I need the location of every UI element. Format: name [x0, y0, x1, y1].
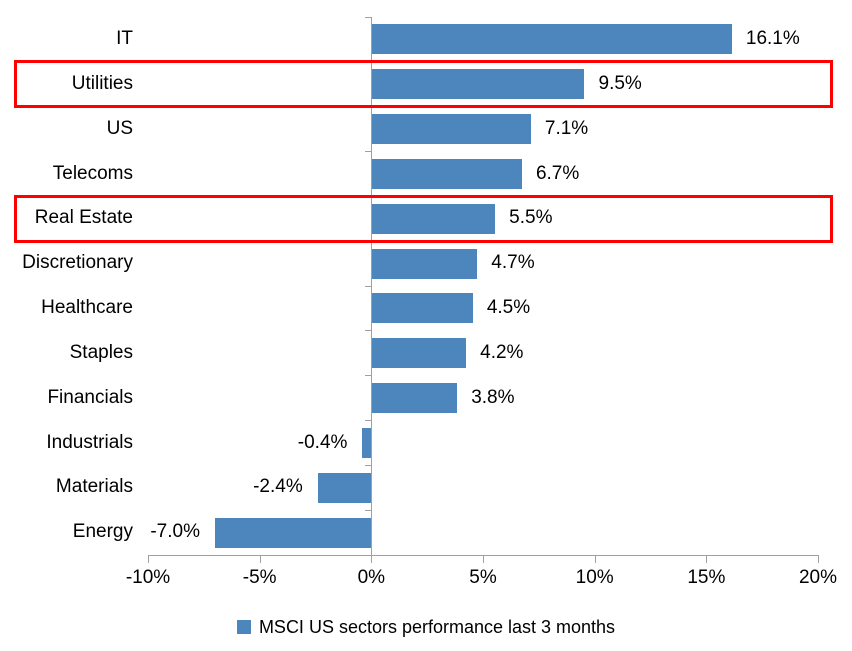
- legend: MSCI US sectors performance last 3 month…: [0, 611, 852, 643]
- bar: [372, 338, 467, 369]
- bar-value-label: -7.0%: [150, 521, 200, 543]
- chart-row: Discretionary 4.7%: [0, 241, 852, 286]
- highlight-box: [14, 60, 833, 109]
- bar-value-label: -2.4%: [253, 476, 303, 498]
- bar: [372, 114, 531, 145]
- legend-swatch-icon: [236, 620, 251, 634]
- chart-row: Telecoms 6.7%: [0, 152, 852, 197]
- bar-value-label: 4.7%: [491, 252, 535, 274]
- bar: [372, 203, 496, 234]
- value-axis-tick-label: -10%: [125, 567, 171, 588]
- bar-value-label: 16.1%: [745, 28, 800, 49]
- bar-value-label: 7.1%: [544, 117, 589, 139]
- category-label: Financials: [47, 386, 133, 408]
- category-label: Materials: [55, 476, 133, 498]
- category-axis-line: [371, 17, 373, 555]
- bar-value-label: 4.5%: [486, 297, 531, 318]
- category-label: Healthcare: [41, 297, 133, 318]
- value-axis-tick: [371, 555, 373, 563]
- chart-row: Energy -7.0%: [0, 510, 852, 555]
- chart-row: Healthcare 4.5%: [0, 286, 852, 331]
- bar: [372, 293, 473, 324]
- highlight-box: [14, 194, 833, 243]
- category-axis-tick: [365, 330, 372, 332]
- value-axis-tick-label: 0%: [357, 567, 386, 588]
- category-axis-tick: [365, 151, 372, 152]
- bar-value-label: -0.4%: [297, 431, 348, 453]
- chart-row: Staples 4.2%: [0, 331, 852, 376]
- category-axis-tick: [365, 375, 372, 377]
- category-label: Discretionary: [22, 252, 133, 274]
- bar: [362, 427, 372, 458]
- bar: [372, 383, 458, 414]
- bar: [372, 24, 732, 55]
- category-label: Real Estate: [34, 207, 133, 229]
- bar: [372, 69, 585, 100]
- chart-row: Financials 3.8%: [0, 376, 852, 421]
- category-label: US: [106, 117, 133, 139]
- bar-value-label: 4.2%: [480, 341, 524, 363]
- bar-value-label: 5.5%: [509, 207, 553, 229]
- category-axis-tick: [365, 285, 372, 287]
- value-axis-tick-label: 10%: [575, 567, 614, 588]
- value-axis-tick-label: 5%: [469, 567, 497, 588]
- chart-row: Real Estate 5.5%: [0, 196, 852, 241]
- chart-row: Utilities 9.5%: [0, 62, 852, 107]
- category-label: Telecoms: [52, 162, 133, 184]
- value-axis-tick-label: 20%: [798, 567, 838, 588]
- category-axis-tick: [365, 464, 372, 466]
- chart-row: Industrials -0.4%: [0, 421, 852, 466]
- category-label: Industrials: [46, 431, 133, 453]
- bar-value-label: 3.8%: [471, 386, 515, 408]
- chart-row: Materials -2.4%: [0, 465, 852, 510]
- category-label: IT: [116, 28, 133, 49]
- value-axis-tick: [818, 555, 819, 563]
- value-axis-tick-label: 15%: [687, 567, 726, 588]
- value-axis-tick: [706, 555, 708, 563]
- category-axis-tick: [365, 420, 372, 421]
- bar: [317, 472, 372, 503]
- category-axis-tick: [365, 509, 372, 511]
- bar: [372, 158, 522, 189]
- value-axis-tick: [483, 555, 484, 563]
- bar: [215, 517, 372, 548]
- legend-label: MSCI US sectors performance last 3 month…: [258, 616, 616, 637]
- bar: [372, 248, 478, 279]
- value-axis-tick: [594, 555, 596, 563]
- category-label: Energy: [72, 521, 133, 543]
- value-axis-tick: [259, 555, 261, 563]
- category-label: Staples: [69, 341, 133, 363]
- value-axis-tick-label: -5%: [242, 567, 277, 588]
- value-axis-tick: [148, 555, 149, 563]
- chart-row: US 7.1%: [0, 107, 852, 152]
- chart-row: IT 16.1%: [0, 17, 852, 62]
- bar-value-label: 6.7%: [535, 162, 580, 184]
- bar-value-label: 9.5%: [598, 72, 642, 94]
- category-axis-tick: [365, 16, 372, 18]
- category-label: Utilities: [71, 72, 133, 94]
